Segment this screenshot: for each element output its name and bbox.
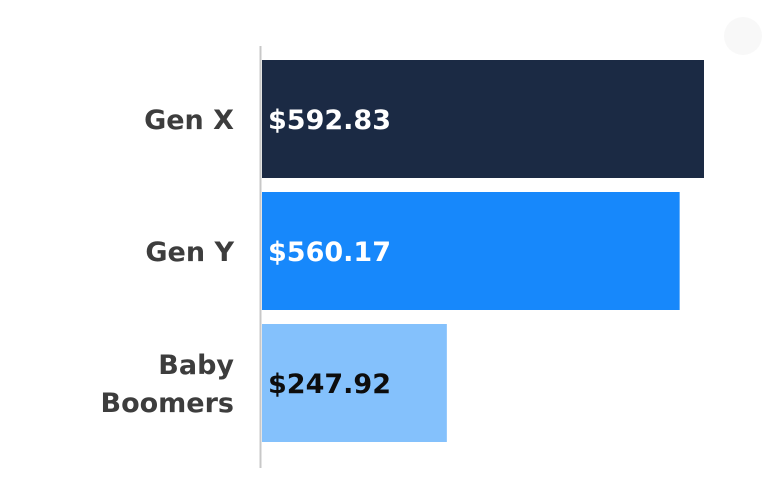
bar-2 bbox=[262, 324, 447, 442]
category-label-1: Gen Y bbox=[145, 237, 234, 268]
category-labels-group: Gen X Gen Y Baby Boomers bbox=[100, 105, 234, 419]
corner-badge bbox=[724, 17, 762, 55]
category-label-0: Gen X bbox=[144, 105, 234, 136]
value-label-0: $592.83 bbox=[268, 105, 391, 136]
value-labels-group: $592.83 $560.17 $247.92 bbox=[268, 105, 391, 400]
bars-group bbox=[262, 60, 704, 442]
value-label-2: $247.92 bbox=[268, 369, 391, 400]
bar-0 bbox=[262, 60, 704, 178]
bar-1 bbox=[262, 192, 680, 310]
category-label-2: Baby Boomers bbox=[100, 350, 234, 419]
value-label-1: $560.17 bbox=[268, 237, 391, 268]
